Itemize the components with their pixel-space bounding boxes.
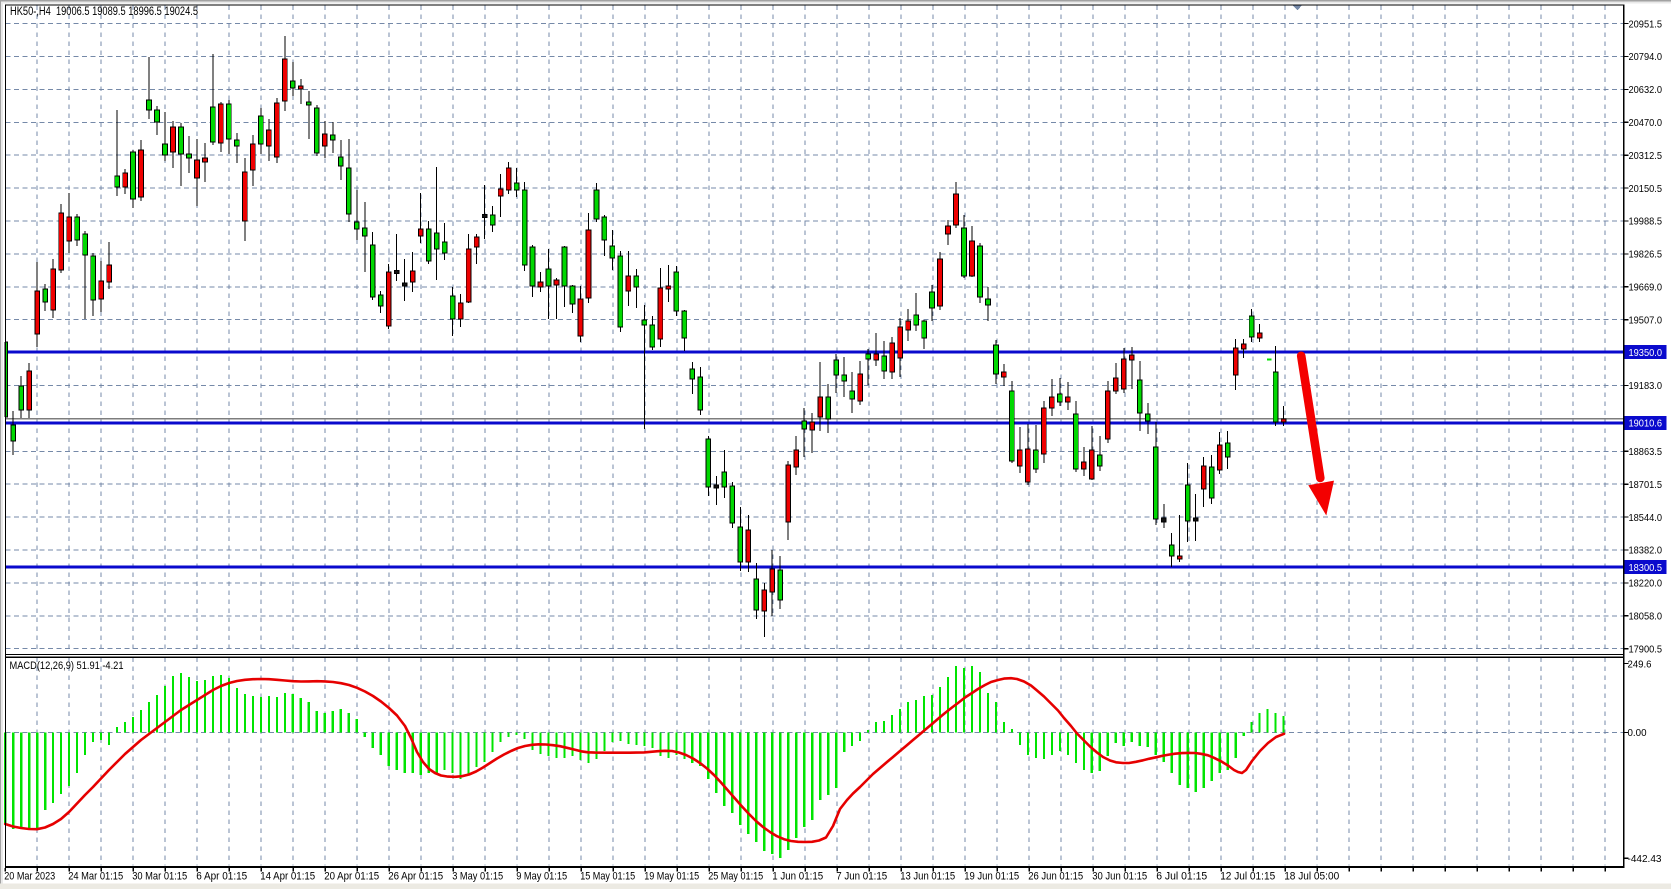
svg-text:30 Mar 01:15: 30 Mar 01:15 [132,871,187,883]
svg-text:19 Jun 01:15: 19 Jun 01:15 [964,871,1019,883]
svg-text:20470.0: 20470.0 [1629,117,1663,129]
svg-text:30 Jun 01:15: 30 Jun 01:15 [1092,871,1147,883]
svg-text:20150.5: 20150.5 [1629,183,1663,195]
svg-text:12 Jul 01:15: 12 Jul 01:15 [1220,871,1275,883]
svg-text:20632.0: 20632.0 [1629,84,1663,96]
svg-text:18058.0: 18058.0 [1629,611,1663,623]
svg-text:18863.5: 18863.5 [1629,446,1663,458]
svg-text:20 Apr 01:15: 20 Apr 01:15 [324,871,379,883]
svg-text:6 Jul 01:15: 6 Jul 01:15 [1156,871,1207,883]
svg-text:15 May 01:15: 15 May 01:15 [580,871,635,883]
svg-text:18300.5: 18300.5 [1629,562,1663,574]
svg-text:17900.5: 17900.5 [1629,643,1663,655]
svg-text:6 Apr 01:15: 6 Apr 01:15 [196,871,247,883]
svg-text:25 May 01:15: 25 May 01:15 [708,871,763,883]
svg-text:0.00: 0.00 [1628,727,1647,739]
svg-text:19350.0: 19350.0 [1629,347,1663,359]
svg-text:-442.43: -442.43 [1628,853,1662,865]
svg-text:20312.5: 20312.5 [1629,150,1663,162]
svg-text:18 Jul 05:00: 18 Jul 05:00 [1284,871,1339,883]
svg-text:1 Jun 01:15: 1 Jun 01:15 [772,871,823,883]
svg-text:19826.5: 19826.5 [1629,249,1663,261]
svg-text:14 Apr 01:15: 14 Apr 01:15 [260,871,315,883]
svg-text:249.6: 249.6 [1628,658,1652,670]
svg-text:3 May 01:15: 3 May 01:15 [452,871,503,883]
svg-text:26 Apr 01:15: 26 Apr 01:15 [388,871,443,883]
svg-text:19669.0: 19669.0 [1629,282,1663,294]
svg-text:26 Jun 01:15: 26 Jun 01:15 [1028,871,1083,883]
svg-text:24 Mar 01:15: 24 Mar 01:15 [68,871,123,883]
svg-text:20794.0: 20794.0 [1629,51,1663,63]
svg-text:HK50-,H4 19006.5 19089.5 1899: HK50-,H4 19006.5 19089.5 18996.5 19024.5 [10,6,198,18]
svg-text:MACD(12,26,9) 51.91 -4.21: MACD(12,26,9) 51.91 -4.21 [10,660,124,672]
svg-text:18701.5: 18701.5 [1629,479,1663,491]
svg-text:20 Mar 2023: 20 Mar 2023 [4,871,55,883]
svg-text:19988.5: 19988.5 [1629,216,1663,228]
svg-text:19183.0: 19183.0 [1629,380,1663,392]
svg-text:19507.0: 19507.0 [1629,314,1663,326]
svg-text:18382.0: 18382.0 [1629,545,1663,557]
svg-text:9 May 01:15: 9 May 01:15 [516,871,567,883]
svg-text:7 Jun 01:15: 7 Jun 01:15 [836,871,887,883]
svg-text:19 May 01:15: 19 May 01:15 [644,871,699,883]
svg-text:18544.0: 18544.0 [1629,512,1663,524]
svg-text:20951.5: 20951.5 [1629,18,1663,30]
svg-text:13 Jun 01:15: 13 Jun 01:15 [900,871,955,883]
svg-text:18220.0: 18220.0 [1629,578,1663,590]
svg-text:19010.6: 19010.6 [1629,418,1663,430]
